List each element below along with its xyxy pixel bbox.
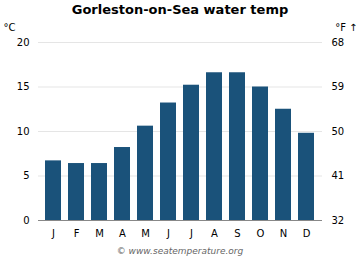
svg-text:S: S [234, 228, 240, 239]
svg-text:O: O [257, 228, 265, 239]
svg-text:M: M [95, 228, 104, 239]
svg-text:50: 50 [332, 126, 345, 137]
svg-text:0: 0 [23, 215, 29, 226]
svg-text:32: 32 [332, 215, 345, 226]
svg-text:10: 10 [17, 126, 30, 137]
svg-text:°C: °C [4, 22, 16, 33]
svg-text:J: J [189, 228, 193, 239]
svg-text:°F ↑: °F ↑ [335, 22, 357, 33]
svg-text:J: J [51, 228, 55, 239]
html-text:© www.seatemperature.org: © www.seatemperature.org [116, 246, 244, 256]
svg-text:41: 41 [332, 170, 345, 181]
svg-text:59: 59 [332, 81, 345, 92]
svg-text:5: 5 [23, 170, 29, 181]
svg-text:20: 20 [17, 37, 30, 48]
svg-text:M: M [141, 228, 150, 239]
svg-text:F: F [74, 228, 80, 239]
html-text:Gorleston-on-Sea water temp: Gorleston-on-Sea water temp [71, 2, 289, 17]
svg-text:D: D [303, 228, 311, 239]
svg-text:A: A [211, 228, 218, 239]
svg-text:N: N [280, 228, 287, 239]
svg-text:15: 15 [17, 81, 30, 92]
svg-text:68: 68 [332, 37, 345, 48]
svg-text:J: J [166, 228, 170, 239]
svg-text:A: A [119, 228, 126, 239]
